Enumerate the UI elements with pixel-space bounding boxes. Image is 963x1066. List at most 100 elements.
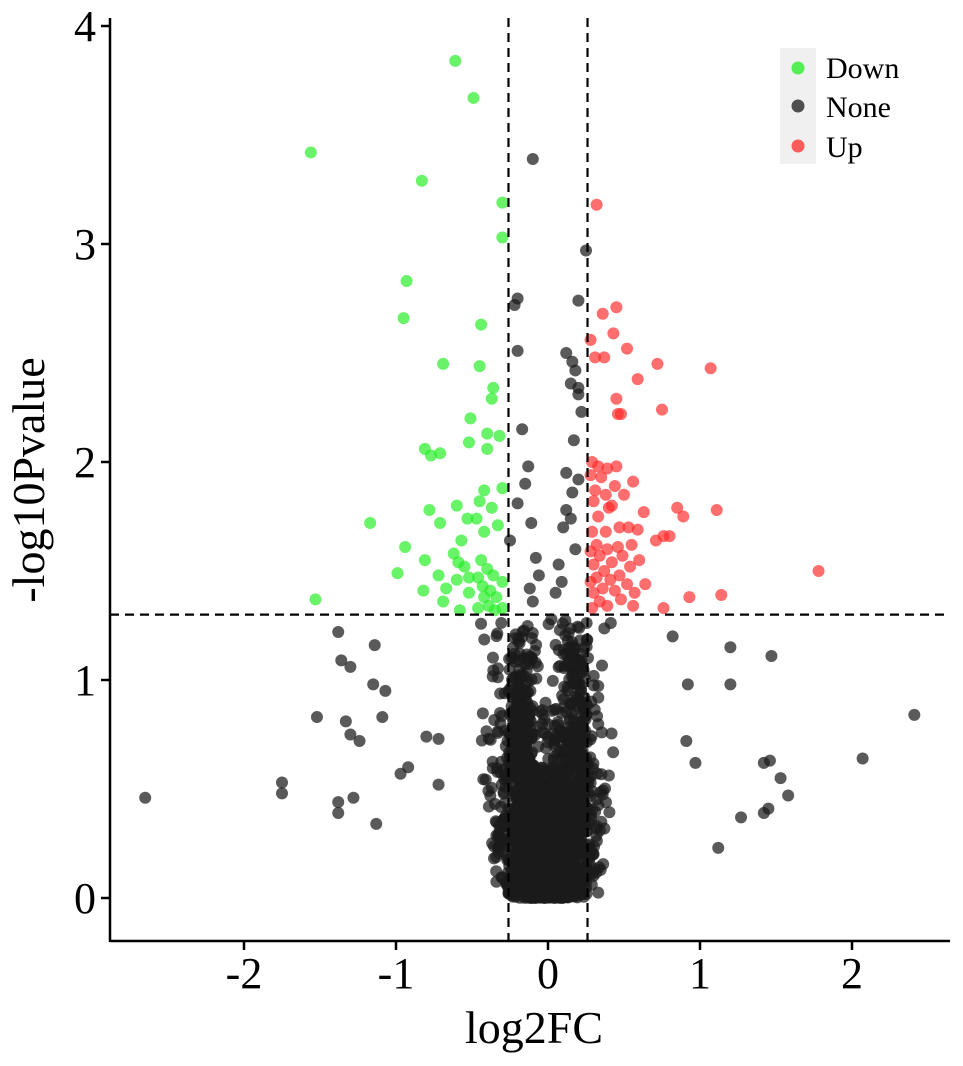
point-none bbox=[552, 754, 565, 767]
point-none bbox=[139, 791, 152, 804]
point-down bbox=[467, 91, 480, 104]
point-down bbox=[478, 484, 491, 497]
point-up bbox=[677, 510, 690, 523]
point-none bbox=[519, 477, 532, 490]
point-none bbox=[552, 558, 565, 571]
point-none bbox=[523, 582, 536, 595]
point-none bbox=[607, 746, 620, 759]
point-none bbox=[774, 772, 787, 785]
point-none bbox=[394, 767, 407, 780]
point-none bbox=[589, 805, 602, 818]
point-down bbox=[488, 604, 501, 617]
x-ticks: -2 -1 0 1 2 bbox=[226, 941, 863, 998]
point-up bbox=[639, 578, 652, 591]
point-none bbox=[491, 725, 504, 738]
point-up bbox=[651, 357, 664, 370]
point-down bbox=[418, 554, 431, 567]
point-none bbox=[537, 834, 550, 847]
y-tick-label: 2 bbox=[74, 438, 96, 487]
point-none bbox=[485, 781, 498, 794]
point-none bbox=[521, 779, 534, 792]
point-none bbox=[521, 619, 534, 632]
point-none bbox=[599, 796, 612, 809]
point-down bbox=[472, 602, 485, 615]
point-up bbox=[587, 495, 600, 508]
point-down bbox=[496, 196, 509, 209]
point-down bbox=[434, 517, 447, 530]
point-down bbox=[304, 146, 317, 159]
point-down bbox=[423, 503, 436, 516]
point-down bbox=[496, 231, 509, 244]
point-none bbox=[495, 616, 508, 629]
point-up bbox=[599, 488, 612, 501]
point-none bbox=[535, 761, 548, 774]
point-none bbox=[420, 730, 433, 743]
point-none bbox=[516, 813, 529, 826]
point-down bbox=[417, 584, 430, 597]
point-up bbox=[631, 373, 644, 386]
point-none bbox=[546, 785, 559, 798]
point-down bbox=[437, 595, 450, 608]
point-up bbox=[627, 599, 640, 612]
point-down bbox=[461, 512, 474, 525]
point-none bbox=[511, 344, 524, 357]
point-none bbox=[571, 885, 584, 898]
point-up bbox=[611, 408, 624, 421]
point-none bbox=[565, 763, 578, 776]
point-none bbox=[587, 669, 600, 682]
point-none bbox=[524, 715, 537, 728]
point-none bbox=[582, 652, 595, 665]
point-none bbox=[557, 521, 570, 534]
point-down bbox=[391, 567, 404, 580]
x-tick-label: 2 bbox=[841, 949, 863, 998]
point-up bbox=[584, 575, 597, 588]
point-none bbox=[560, 648, 573, 661]
point-up bbox=[608, 584, 621, 597]
point-none bbox=[516, 423, 529, 436]
point-up bbox=[593, 549, 606, 562]
point-up bbox=[704, 362, 717, 375]
point-none bbox=[605, 727, 618, 740]
x-tick-label: 0 bbox=[537, 949, 559, 998]
point-none bbox=[562, 627, 575, 640]
point-none bbox=[513, 636, 526, 649]
point-none bbox=[522, 460, 535, 473]
point-none bbox=[339, 715, 352, 728]
point-none bbox=[560, 347, 573, 359]
point-up bbox=[625, 538, 638, 551]
point-none bbox=[566, 486, 579, 499]
point-none bbox=[856, 752, 869, 765]
x-tick-label: -1 bbox=[378, 949, 415, 998]
point-up bbox=[596, 582, 609, 595]
point-down bbox=[485, 392, 498, 405]
point-none bbox=[550, 702, 563, 715]
point-up bbox=[637, 506, 650, 519]
point-none bbox=[560, 466, 573, 479]
point-none bbox=[592, 680, 605, 693]
point-none bbox=[344, 660, 357, 673]
point-down bbox=[440, 582, 453, 595]
point-up bbox=[618, 488, 630, 501]
point-up bbox=[587, 586, 600, 599]
point-none bbox=[575, 405, 588, 418]
points-none bbox=[139, 152, 921, 904]
point-up bbox=[607, 327, 620, 340]
point-none bbox=[735, 811, 748, 824]
point-none bbox=[530, 812, 543, 825]
point-none bbox=[508, 862, 521, 875]
point-none bbox=[515, 884, 528, 897]
point-down bbox=[493, 429, 506, 442]
y-tick-label: 4 bbox=[74, 2, 96, 51]
point-down bbox=[473, 360, 486, 373]
point-up bbox=[627, 475, 640, 488]
point-down bbox=[432, 569, 445, 582]
point-none bbox=[368, 639, 381, 652]
point-none bbox=[554, 792, 567, 805]
point-down bbox=[455, 534, 468, 547]
y-ticks: 0 1 2 3 4 bbox=[74, 2, 110, 923]
point-down bbox=[449, 54, 462, 67]
point-none bbox=[335, 654, 348, 667]
point-none bbox=[681, 678, 694, 691]
point-down bbox=[470, 512, 483, 525]
